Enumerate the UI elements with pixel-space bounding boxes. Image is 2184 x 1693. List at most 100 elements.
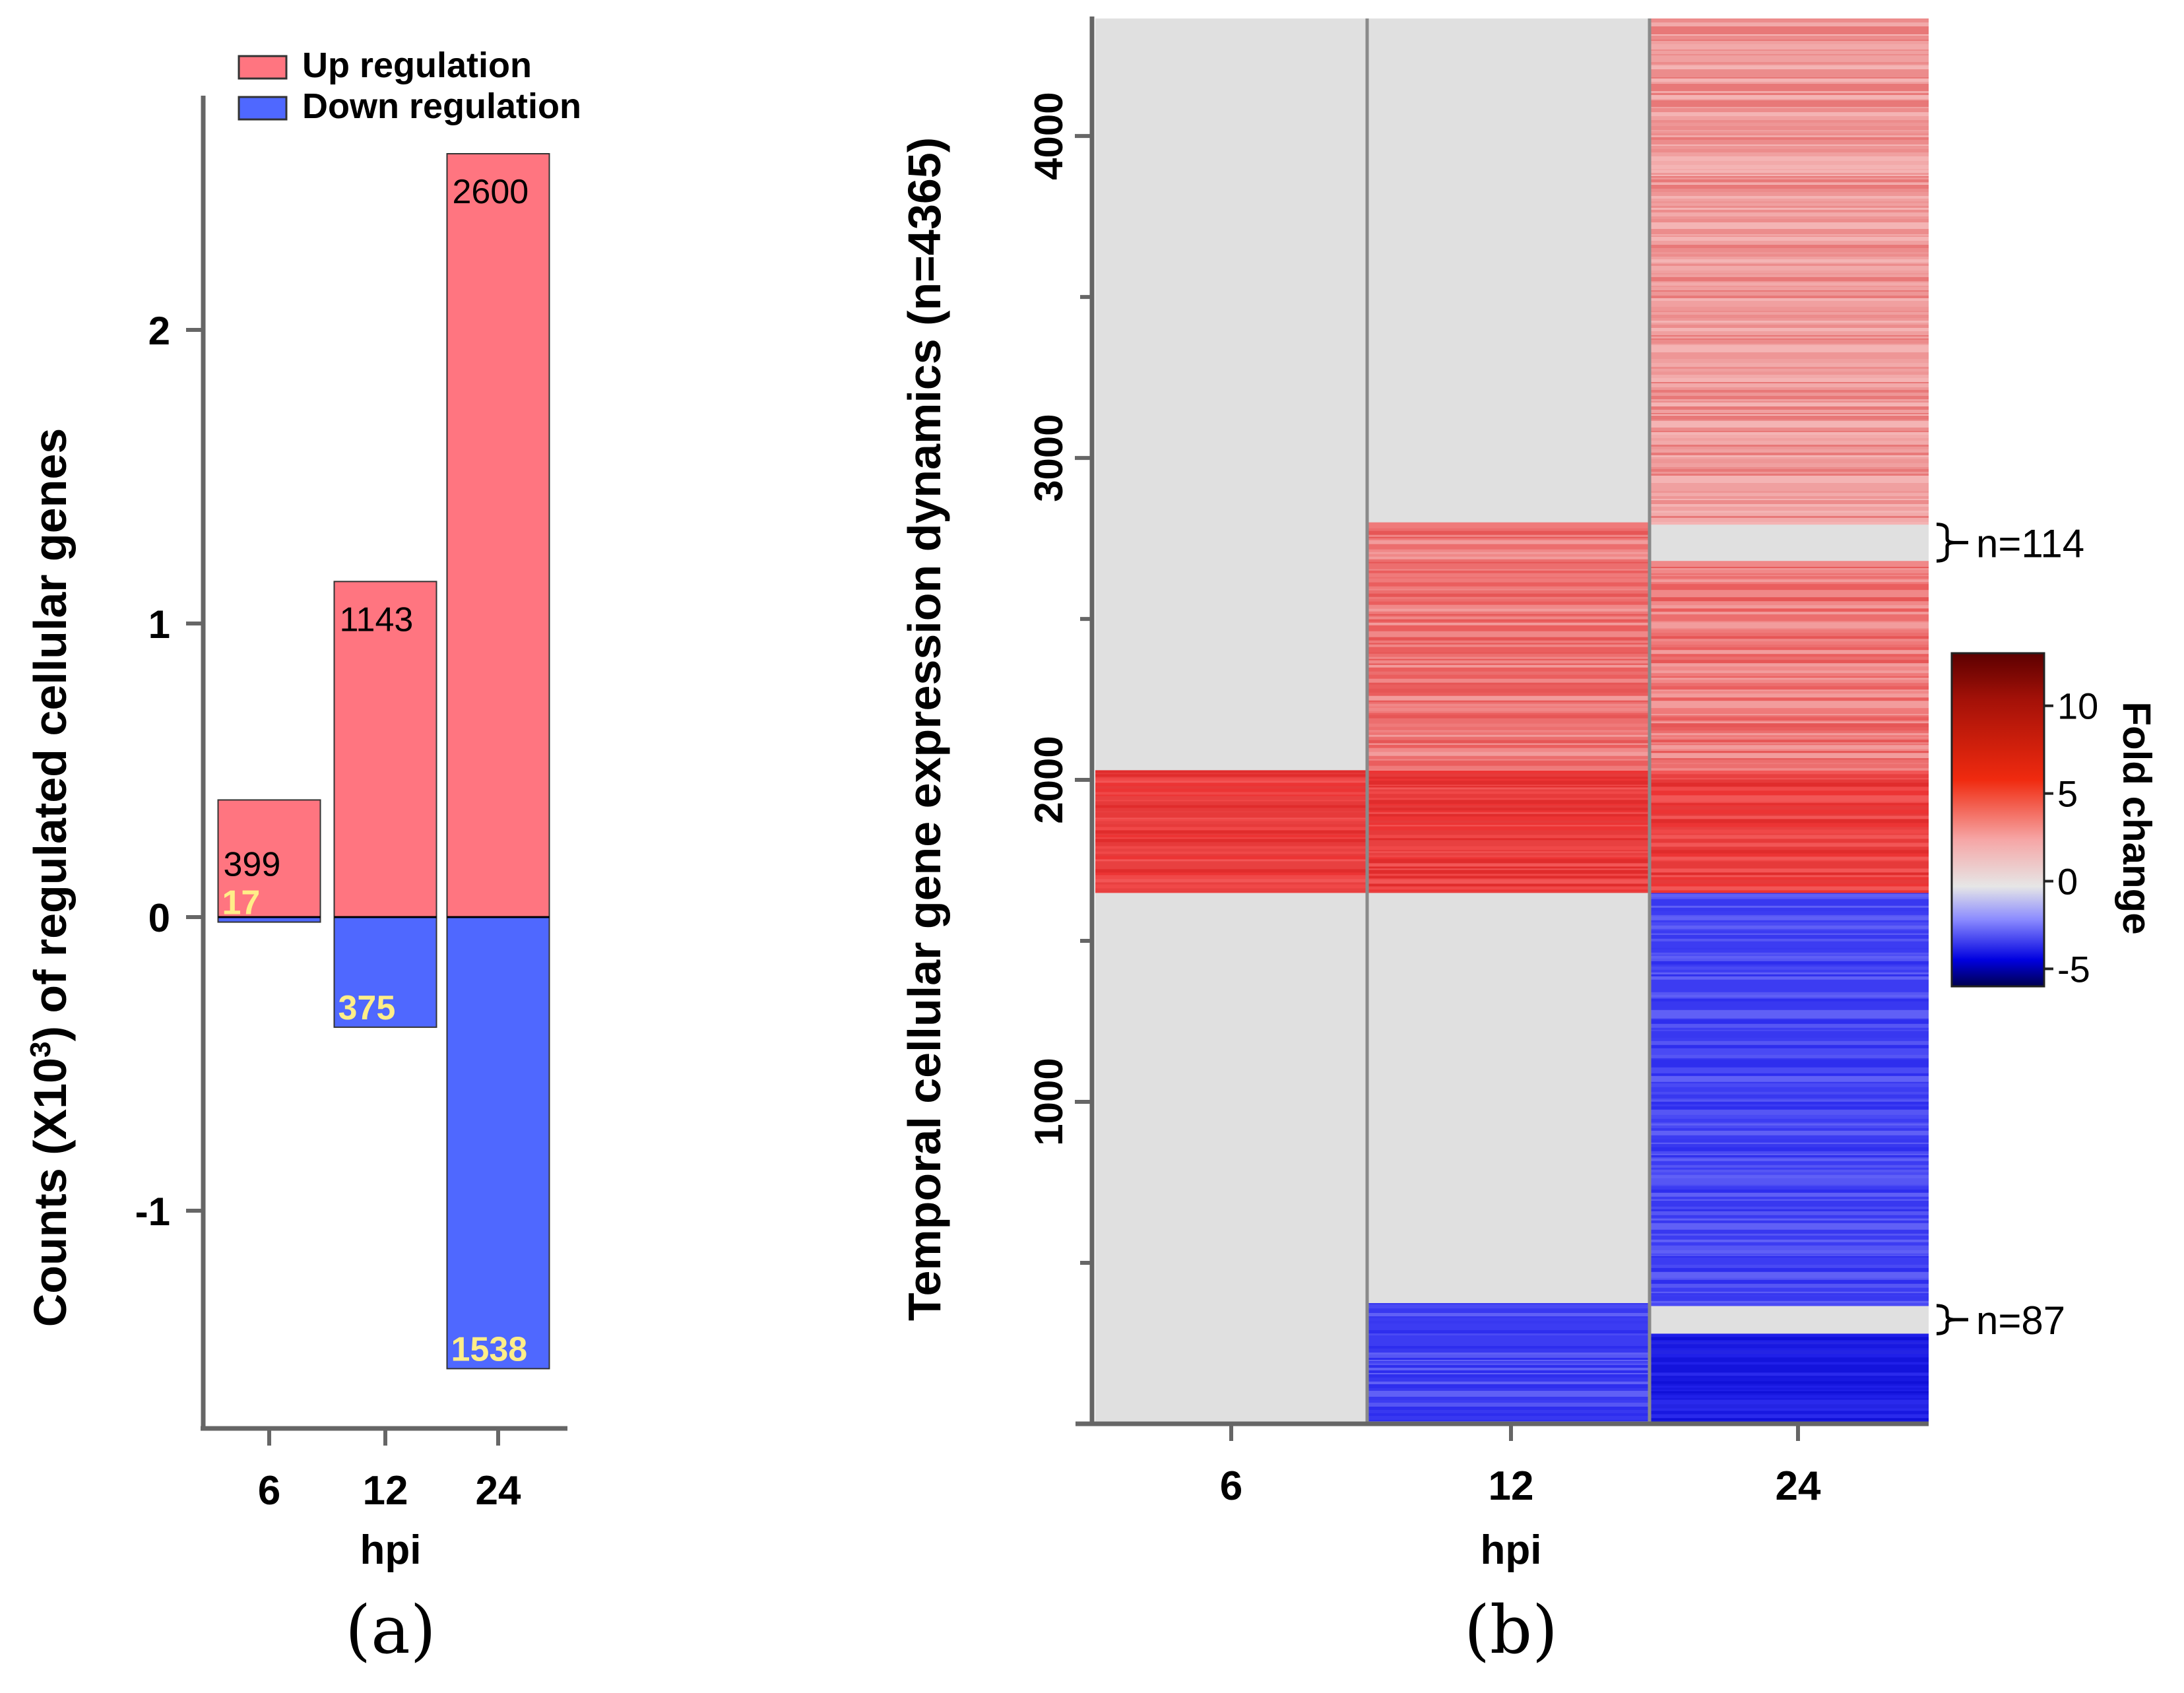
heatmap-stripe — [1650, 66, 1929, 70]
heatmap-stripe — [1650, 1034, 1929, 1038]
heatmap-stripe — [1650, 335, 1929, 337]
heatmap-stripe — [1650, 469, 1929, 472]
heatmap-stripe — [1650, 1388, 1929, 1390]
heatmap-stripe — [1650, 1293, 1929, 1296]
heatmap-stripe — [1650, 1225, 1929, 1230]
heatmap-stripe — [1650, 420, 1929, 422]
heatmap-stripe — [1650, 1362, 1929, 1365]
heatmap-stripe — [1095, 770, 1367, 773]
heatmap-stripe — [1650, 1411, 1929, 1415]
heatmap-stripe — [1650, 692, 1929, 694]
heatmap-stripe — [1650, 189, 1929, 193]
heatmap-stripe — [1095, 794, 1367, 796]
heatmap-stripe — [1367, 586, 1650, 590]
heatmap-stripe — [1650, 817, 1929, 819]
heatmap-stripe — [1650, 998, 1929, 1002]
heatmap-stripe — [1650, 1048, 1929, 1052]
heatmap-stripe — [1650, 981, 1929, 986]
legend-swatch-up — [238, 55, 288, 80]
heatmap-stripe — [1367, 736, 1650, 741]
panel-label-b: (b) — [1464, 1591, 1558, 1669]
heatmap-stripe — [1650, 621, 1929, 623]
heatmap-stripe — [1367, 534, 1650, 538]
heatmap-stripe — [1650, 1050, 1929, 1056]
heatmap-stripe — [1650, 958, 1929, 962]
heatmap-stripe — [1095, 824, 1367, 827]
heatmap-stripe — [1650, 985, 1929, 990]
heatmap-stripe — [1367, 700, 1650, 703]
heatmap-stripe — [1650, 641, 1929, 645]
heatmap-stripe — [1650, 344, 1929, 346]
colorbar-scale — [1950, 652, 2045, 988]
heatmap-stripe — [1367, 715, 1650, 719]
heatmap-stripe — [1095, 848, 1367, 852]
heatmap-stripe — [1367, 1308, 1650, 1310]
heatmap-stripe — [1650, 1386, 1929, 1388]
heatmap-stripe — [1367, 707, 1650, 712]
heatmap-stripe — [1650, 1118, 1929, 1123]
heatmap-stripe — [1367, 891, 1650, 893]
heatmap-stripe — [1650, 806, 1929, 810]
heatmap-stripe — [1650, 143, 1929, 145]
heatmap-stripe — [1650, 614, 1929, 616]
heatmap-stripe — [1367, 522, 1650, 527]
heatmap-stripe — [1367, 1416, 1650, 1421]
heatmap-stripe — [1650, 236, 1929, 238]
heatmap-stripe — [1650, 1015, 1929, 1019]
heatmap-stripe — [1367, 578, 1650, 583]
heatmap-stripe — [1650, 325, 1929, 329]
heatmap-cells — [1095, 18, 1929, 1424]
heatmap-stripe — [1650, 1245, 1929, 1248]
heatmap-stripe — [1650, 315, 1929, 319]
heatmap-stripe — [1650, 479, 1929, 484]
heatmap-stripe — [1650, 815, 1929, 817]
heatmap-stripe — [1650, 622, 1929, 626]
heatmap-stripe — [1367, 530, 1650, 536]
colorbar-ticks: 10 5 0 -5 — [2044, 686, 2098, 990]
heatmap-stripe — [1650, 120, 1929, 123]
heatmap-stripe — [1650, 453, 1929, 456]
heatmap-stripe — [1650, 925, 1929, 930]
heatmap-stripe — [1650, 131, 1929, 134]
heatmap-stripe — [1650, 735, 1929, 738]
heatmap-stripe — [1650, 1376, 1929, 1378]
heatmap-stripe — [1367, 889, 1650, 891]
heatmap-stripe — [1650, 954, 1929, 957]
heatmap-stripe — [1650, 75, 1929, 78]
heatmap-stripe — [1650, 1372, 1929, 1376]
bar-down-label-24: 1538 — [451, 1330, 528, 1368]
heatmap-stripe — [1650, 1223, 1929, 1227]
heatmap-stripe — [1367, 760, 1650, 764]
heatmap-stripe — [1367, 596, 1650, 600]
heatmap-stripe — [1367, 664, 1650, 668]
heatmap-stripe — [1650, 459, 1929, 464]
heatmap-stripe — [1650, 1250, 1929, 1252]
heatmap-stripe — [1367, 1304, 1650, 1309]
heatmap-stripe — [1367, 857, 1650, 860]
heatmap-stripe — [1650, 177, 1929, 180]
heatmap-stripe — [1367, 781, 1650, 785]
heatmap-stripe — [1650, 40, 1929, 42]
heatmap-stripe — [1650, 616, 1929, 618]
heatmap-stripe — [1367, 851, 1650, 853]
heatmap-stripe — [1367, 546, 1650, 550]
heatmap-stripe — [1650, 1058, 1929, 1060]
heatmap-stripe — [1650, 1391, 1929, 1393]
heatmap-stripe — [1650, 827, 1929, 830]
heatmap-stripe — [1367, 629, 1650, 632]
bar-up-label-24: 2600 — [453, 173, 529, 211]
heatmap-block-up-strong-col24 — [1650, 770, 1929, 893]
heatmap-stripe — [1650, 673, 1929, 677]
heatmap-stripe — [1367, 820, 1650, 823]
heatmap-stripe — [1650, 1078, 1929, 1083]
heatmap-stripe — [1367, 1400, 1650, 1403]
heatmap-stripe — [1650, 861, 1929, 865]
heatmap-stripe — [1650, 1342, 1929, 1345]
heatmap-stripe — [1367, 791, 1650, 794]
heatmap-stripe — [1650, 1271, 1929, 1276]
heatmap-stripe — [1650, 112, 1929, 117]
heatmap-stripe — [1650, 810, 1929, 814]
heatmap-stripe — [1367, 538, 1650, 541]
